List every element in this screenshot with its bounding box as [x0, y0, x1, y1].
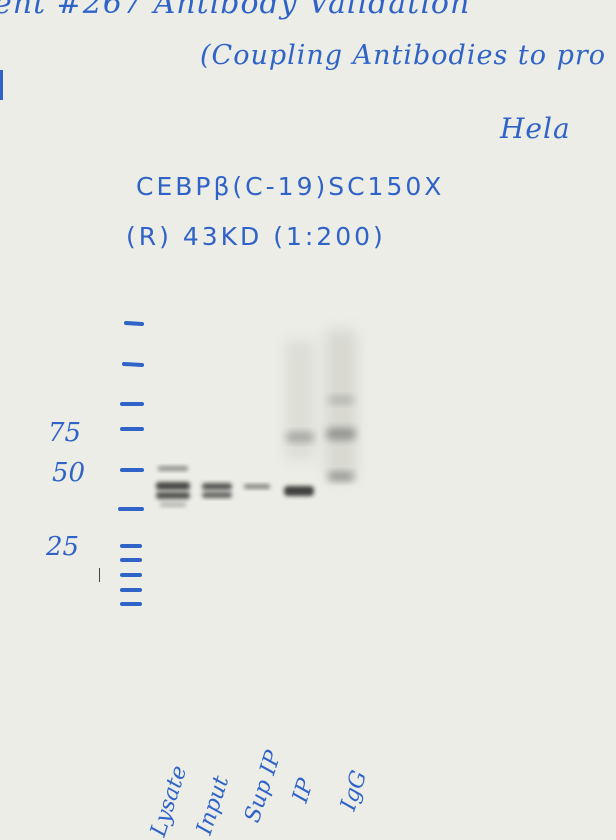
band-igg-upper: [328, 396, 354, 404]
band-input-main: [202, 483, 232, 490]
bands: [156, 396, 356, 507]
ladder-tick: [124, 321, 144, 326]
antibody-name: CEBPβ(C-19)SC150X: [136, 172, 445, 201]
band-igg-75: [326, 428, 356, 440]
cell-line-label: Hela: [500, 112, 571, 145]
igg-lane-smear: [326, 330, 356, 480]
band-lysate-lower: [156, 492, 190, 499]
ladder-tick: [122, 362, 144, 367]
ladder-ticks: [118, 321, 144, 606]
antibody-details: (R) 43KD (1:200): [126, 222, 386, 251]
header-line-2: (Coupling Antibodies to pro: [200, 40, 607, 71]
band-lysate-upper: [158, 466, 188, 471]
band-ip-main: [284, 486, 314, 496]
mw-label-25: 25: [46, 532, 80, 562]
band-lysate-faint: [160, 502, 186, 507]
band-sup-ip: [244, 484, 270, 489]
pencil-mark: [99, 568, 100, 582]
mw-label-50: 50: [52, 458, 86, 488]
header-line-1: ent #267 Antibody Validation: [0, 0, 471, 21]
page-edge-ink-mark: [0, 70, 3, 100]
band-input-lower: [202, 492, 232, 498]
mw-label-75: 75: [48, 418, 82, 448]
band-ip-75: [286, 432, 314, 442]
band-lysate-main: [156, 482, 190, 490]
band-igg-50: [328, 472, 354, 481]
